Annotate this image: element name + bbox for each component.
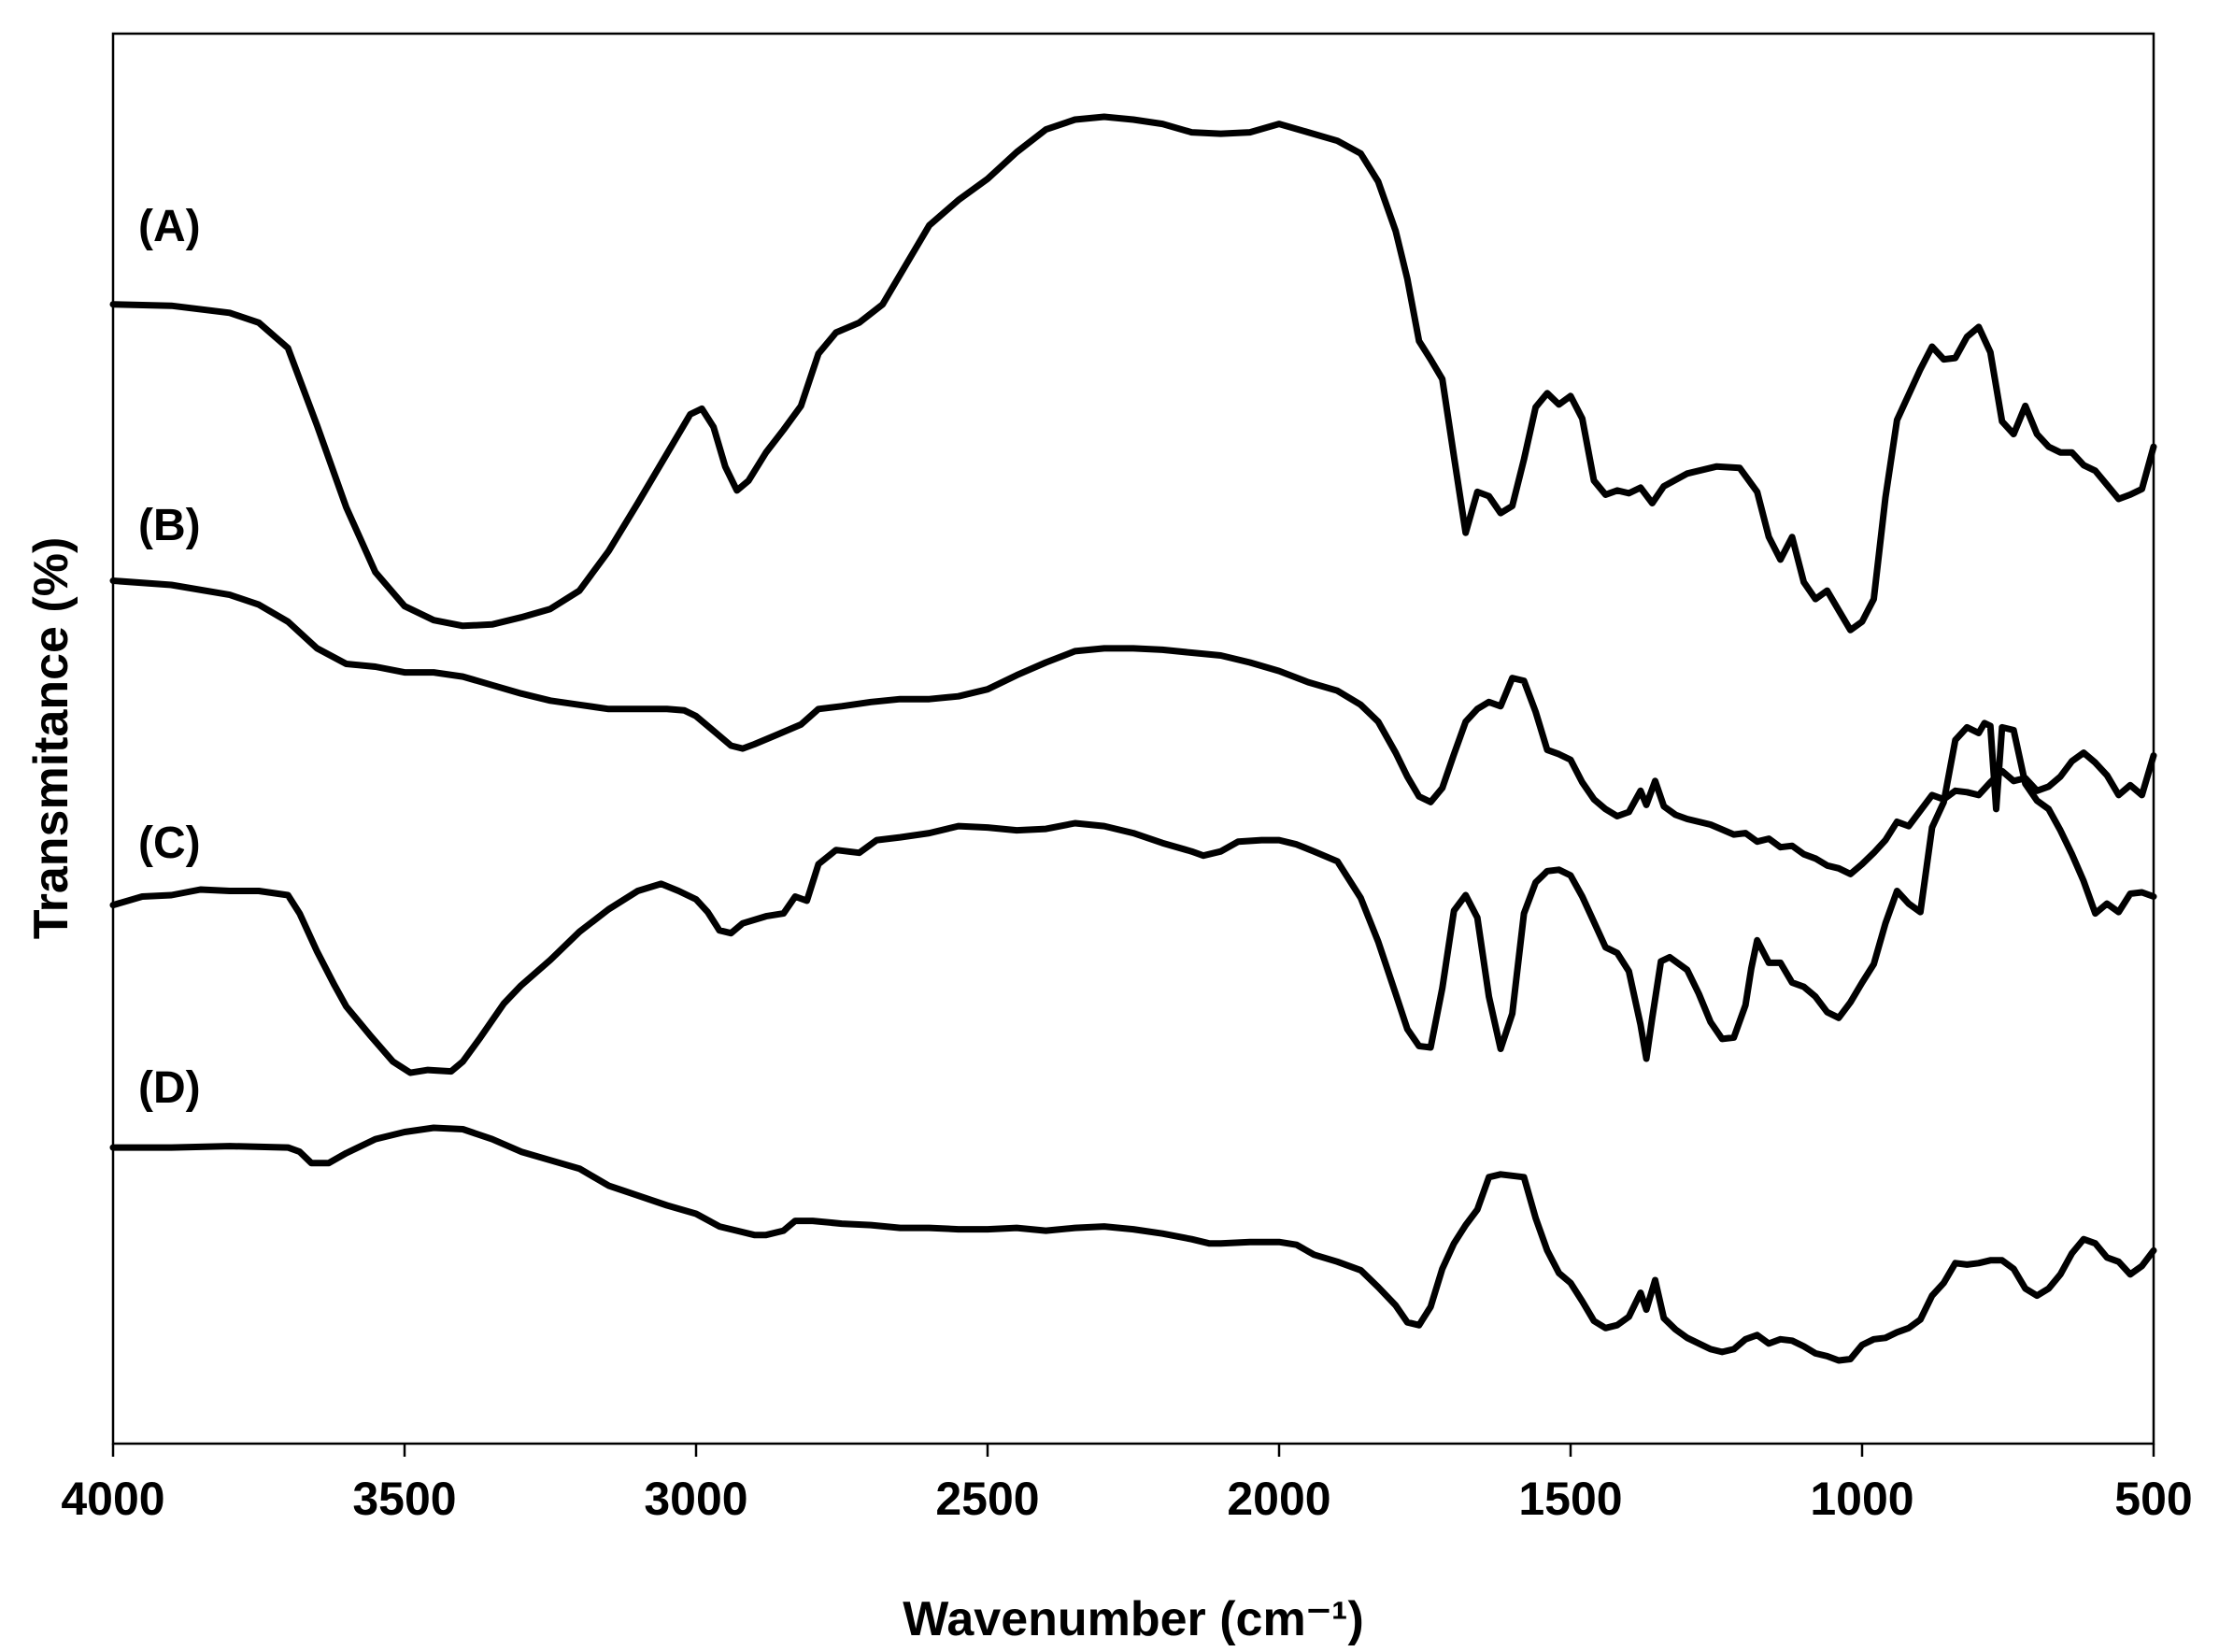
series-line-c [109,719,2157,1076]
series-line-a [109,113,2157,634]
series-label-a: (A) [138,202,201,251]
series-labels: (A) (B) (C) (D) [138,202,201,1113]
x-tick-label-1: 3500 [352,1473,456,1525]
x-axis-tick-labels: 4000 3500 3000 2500 2000 1500 1000 500 [61,1473,2192,1525]
series-label-c: (C) [138,819,201,868]
x-tick-label-4: 2000 [1227,1473,1330,1525]
y-axis-title: Transmitance (%) [24,537,78,940]
x-tick-label-2: 3000 [644,1473,747,1525]
x-axis-title: Wavenumber (cm⁻¹) [903,1592,1364,1646]
x-tick-label-3: 2500 [935,1473,1039,1525]
series-line-d [109,1124,2157,1364]
series-line-b [109,577,2157,877]
x-tick-label-0: 4000 [61,1473,164,1525]
x-tick-label-6: 1000 [1810,1473,1913,1525]
series-label-d: (D) [138,1063,201,1113]
x-axis-ticks [111,1444,2155,1457]
plot-frame [111,32,2155,1446]
series-label-b: (B) [138,501,201,550]
series-lines [109,113,2157,1364]
x-tick-label-7: 500 [2114,1473,2192,1525]
x-tick-label-5: 1500 [1518,1473,1622,1525]
